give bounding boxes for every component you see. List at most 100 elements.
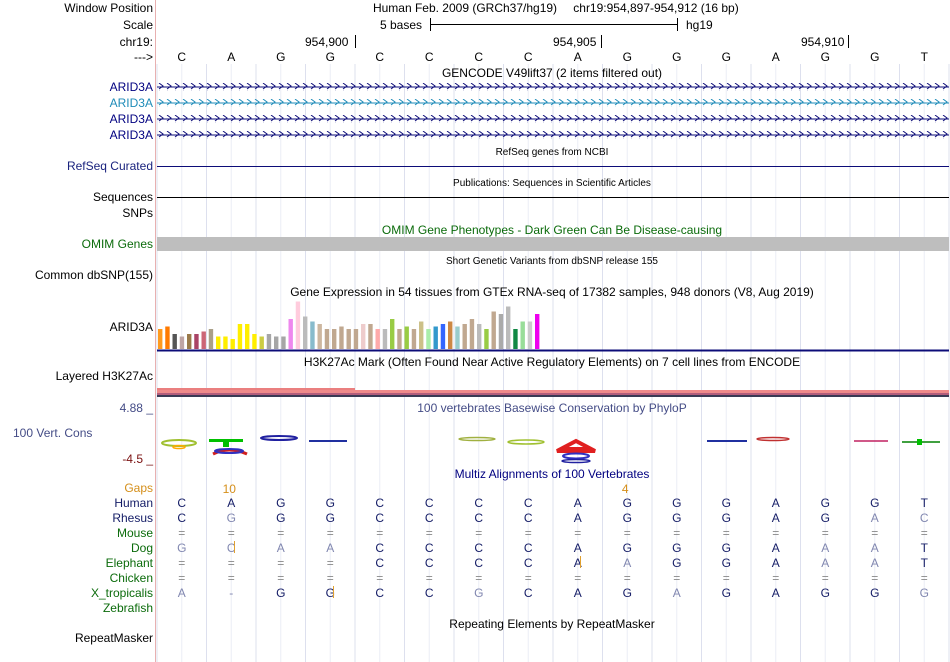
aligned-base: = bbox=[623, 526, 631, 540]
cons-max-label: 4.88 _ bbox=[119, 401, 153, 415]
aligned-base: G bbox=[177, 541, 187, 555]
species-label[interactable]: X_tropicalis bbox=[90, 586, 153, 600]
aligned-base: G bbox=[672, 541, 682, 555]
gtex-bar bbox=[353, 329, 359, 349]
refseq-track[interactable] bbox=[157, 166, 949, 167]
base-letter: C bbox=[523, 50, 533, 64]
aligned-base: A bbox=[771, 586, 780, 600]
aligned-base: G bbox=[672, 556, 682, 570]
aligned-base: A bbox=[276, 541, 285, 555]
aligned-base: G bbox=[721, 541, 731, 555]
aligned-base: A bbox=[623, 556, 632, 570]
gtex-bar bbox=[520, 321, 525, 349]
conservation-logos[interactable] bbox=[157, 430, 949, 465]
aligned-base: G bbox=[721, 511, 731, 525]
repeatmasker-label[interactable]: RepeatMasker bbox=[74, 631, 153, 645]
aligned-base: C bbox=[375, 556, 385, 570]
omim-track[interactable] bbox=[157, 237, 949, 251]
conservation-label[interactable]: 100 Vert. Cons bbox=[13, 426, 93, 440]
aligned-base: A bbox=[870, 541, 879, 555]
gene-label-1[interactable]: ARID3A bbox=[109, 80, 153, 94]
gtex-bar bbox=[455, 326, 460, 349]
aligned-base: G bbox=[820, 586, 830, 600]
logo-col-0 bbox=[161, 439, 197, 450]
aligned-base: G bbox=[919, 586, 929, 600]
species-label[interactable]: Rhesus bbox=[112, 511, 153, 525]
aligned-base: G bbox=[721, 496, 731, 510]
h3k27ac-layer-1[interactable] bbox=[157, 390, 949, 393]
gtex-gene-label[interactable]: ARID3A bbox=[109, 320, 153, 334]
aligned-base: A bbox=[771, 511, 780, 525]
gtex-bar bbox=[303, 316, 308, 349]
gtex-bar bbox=[223, 336, 228, 349]
aligned-base: G bbox=[622, 586, 632, 600]
gene-label-4[interactable]: ARID3A bbox=[109, 128, 153, 142]
h3k27ac-layer-3 bbox=[157, 395, 949, 397]
aligned-base: = bbox=[376, 571, 384, 585]
aligned-base: C bbox=[424, 586, 434, 600]
base-letter: C bbox=[424, 50, 434, 64]
logo-col-6 bbox=[458, 436, 496, 442]
aligned-base: G bbox=[226, 511, 236, 525]
gtex-bar bbox=[179, 336, 185, 349]
scale-bar-end bbox=[677, 18, 678, 31]
aligned-base: A bbox=[573, 541, 582, 555]
logo-col-12 bbox=[756, 436, 790, 442]
species-label[interactable]: Mouse bbox=[116, 526, 153, 540]
aligned-base: = bbox=[772, 526, 780, 540]
aligned-base: C bbox=[474, 541, 484, 555]
species-label[interactable]: Elephant bbox=[105, 556, 153, 570]
gtex-bar bbox=[433, 326, 438, 349]
gtex-bar bbox=[281, 336, 286, 349]
aligned-base: A bbox=[771, 541, 780, 555]
aligned-base: = bbox=[871, 526, 879, 540]
gtex-bar bbox=[252, 334, 257, 349]
insertion-marker bbox=[332, 586, 334, 598]
gtex-bar bbox=[324, 329, 330, 349]
aligned-base: A bbox=[771, 496, 780, 510]
gtex-bar bbox=[230, 339, 235, 349]
aligned-base: = bbox=[524, 571, 532, 585]
aligned-base: = bbox=[673, 526, 681, 540]
aligned-base: T bbox=[920, 556, 928, 570]
gtex-bar bbox=[440, 324, 446, 349]
gtex-bar-chart[interactable] bbox=[157, 299, 949, 353]
aligned-base: = bbox=[178, 571, 186, 585]
aligned-base: G bbox=[622, 496, 632, 510]
gtex-bar bbox=[535, 314, 540, 349]
species-label[interactable]: Zebrafish bbox=[102, 601, 153, 615]
dbsnp-label[interactable]: Common dbSNP(155) bbox=[34, 268, 153, 282]
aligned-base: G bbox=[721, 556, 731, 570]
publications-track[interactable] bbox=[157, 197, 949, 198]
refseq-label[interactable]: RefSeq Curated bbox=[66, 159, 153, 173]
gtex-bar bbox=[295, 301, 301, 349]
species-label[interactable]: Chicken bbox=[109, 571, 153, 585]
gtex-bar bbox=[361, 324, 366, 349]
gtex-bar bbox=[484, 329, 489, 349]
aligned-base: C bbox=[177, 496, 187, 510]
gtex-bar bbox=[426, 329, 431, 349]
gaps-label[interactable]: Gaps bbox=[124, 481, 153, 495]
gap-count: 10 bbox=[222, 482, 236, 496]
aligned-base: A bbox=[573, 496, 582, 510]
aligned-base: = bbox=[574, 571, 582, 585]
aligned-base: G bbox=[474, 586, 484, 600]
gene-label-3[interactable]: ARID3A bbox=[109, 112, 153, 126]
snps-label[interactable]: SNPs bbox=[122, 206, 153, 220]
aligned-base: G bbox=[325, 496, 335, 510]
aligned-base: C bbox=[177, 511, 187, 525]
sequences-label[interactable]: Sequences bbox=[92, 190, 153, 204]
aligned-base: G bbox=[325, 586, 335, 600]
aligned-base: A bbox=[177, 586, 186, 600]
gencode-transcripts[interactable] bbox=[157, 82, 949, 142]
ruler-tick-1: 954,900 bbox=[305, 35, 349, 49]
gene-label-2[interactable]: ARID3A bbox=[109, 96, 153, 110]
base-letter: C bbox=[474, 50, 484, 64]
aligned-base: C bbox=[424, 511, 434, 525]
gtex-bar bbox=[513, 329, 518, 349]
species-label[interactable]: Dog bbox=[130, 541, 153, 555]
omim-label[interactable]: OMIM Genes bbox=[81, 237, 153, 251]
h3k27ac-label[interactable]: Layered H3K27Ac bbox=[55, 369, 153, 383]
species-label[interactable]: Human bbox=[114, 496, 153, 510]
